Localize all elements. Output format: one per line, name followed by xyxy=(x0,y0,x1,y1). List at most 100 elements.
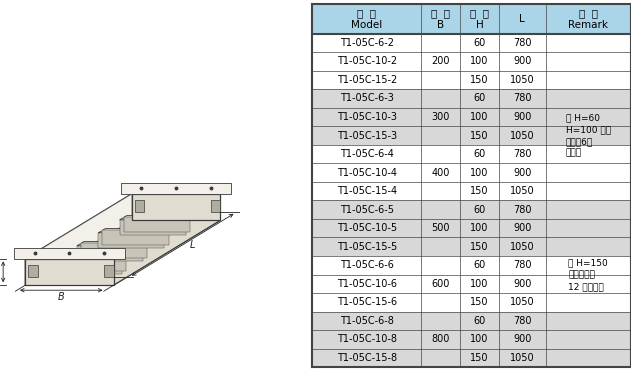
Bar xyxy=(499,70,546,89)
Text: B: B xyxy=(58,292,64,302)
Bar xyxy=(421,33,460,52)
Bar xyxy=(546,256,631,275)
Bar xyxy=(546,200,631,219)
Bar xyxy=(421,89,460,108)
Bar xyxy=(460,237,499,256)
Text: T1-05C-15-2: T1-05C-15-2 xyxy=(336,75,397,85)
Bar xyxy=(546,293,631,312)
Text: T1-05C-6-5: T1-05C-6-5 xyxy=(339,205,394,215)
Bar xyxy=(460,312,499,330)
Text: 150: 150 xyxy=(470,186,488,196)
Polygon shape xyxy=(119,220,186,234)
Bar xyxy=(460,256,499,275)
Bar xyxy=(312,126,421,145)
Bar xyxy=(460,275,499,293)
Bar xyxy=(460,108,499,126)
Bar xyxy=(421,293,460,312)
Text: 400: 400 xyxy=(432,168,450,178)
Bar xyxy=(312,312,421,330)
Bar xyxy=(546,163,631,182)
Text: 当 H=60
H=100 时，
每端呸6只
连接孔: 当 H=60 H=100 时， 每端呸6只 连接孔 xyxy=(565,113,611,158)
Text: 1050: 1050 xyxy=(510,298,534,308)
Text: 900: 900 xyxy=(513,112,531,122)
Bar xyxy=(546,312,631,330)
Bar xyxy=(312,4,421,33)
Text: 60: 60 xyxy=(473,93,486,104)
Polygon shape xyxy=(56,259,122,273)
Polygon shape xyxy=(124,216,193,217)
Polygon shape xyxy=(25,194,132,285)
Bar xyxy=(312,33,421,52)
Bar xyxy=(499,52,546,70)
Bar xyxy=(546,275,631,293)
Polygon shape xyxy=(104,265,114,277)
Bar xyxy=(546,219,631,237)
Bar xyxy=(312,70,421,89)
Bar xyxy=(460,70,499,89)
Polygon shape xyxy=(25,259,114,285)
Polygon shape xyxy=(60,256,126,271)
Text: 780: 780 xyxy=(513,93,531,104)
Text: 150: 150 xyxy=(470,353,488,363)
Bar xyxy=(312,89,421,108)
Bar xyxy=(421,145,460,163)
Polygon shape xyxy=(211,200,220,212)
Bar xyxy=(312,163,421,182)
Text: 500: 500 xyxy=(432,223,450,233)
Text: T1-05C-15-5: T1-05C-15-5 xyxy=(336,242,397,252)
Text: T1-05C-6-6: T1-05C-6-6 xyxy=(340,260,394,270)
Text: 100: 100 xyxy=(470,223,488,233)
Text: T1-05C-10-8: T1-05C-10-8 xyxy=(337,335,397,345)
Text: T1-05C-15-3: T1-05C-15-3 xyxy=(337,131,397,141)
Bar xyxy=(421,219,460,237)
Polygon shape xyxy=(98,231,167,233)
Text: 60: 60 xyxy=(473,316,486,326)
Text: Model: Model xyxy=(351,20,382,30)
Polygon shape xyxy=(81,242,150,243)
Bar xyxy=(460,89,499,108)
Bar xyxy=(312,200,421,219)
Text: T1-05C-15-6: T1-05C-15-6 xyxy=(337,298,397,308)
Bar xyxy=(499,108,546,126)
Text: H: H xyxy=(476,20,483,30)
Polygon shape xyxy=(81,243,147,258)
Polygon shape xyxy=(28,265,38,277)
Bar xyxy=(546,330,631,349)
Text: 60: 60 xyxy=(473,38,486,48)
Polygon shape xyxy=(25,220,220,285)
Bar xyxy=(546,237,631,256)
Bar xyxy=(460,182,499,200)
Bar xyxy=(421,237,460,256)
Bar xyxy=(460,293,499,312)
Bar xyxy=(421,126,460,145)
Bar xyxy=(312,182,421,200)
Bar xyxy=(546,33,631,52)
Bar xyxy=(312,256,421,275)
Text: 800: 800 xyxy=(432,335,450,345)
Text: 1050: 1050 xyxy=(510,131,534,141)
Text: 300: 300 xyxy=(432,112,450,122)
Bar xyxy=(499,330,546,349)
Bar xyxy=(499,219,546,237)
Text: 当 H=150
时，每端各
12 只连接孔: 当 H=150 时，每端各 12 只连接孔 xyxy=(569,258,608,291)
Text: 宽  度: 宽 度 xyxy=(431,8,450,18)
Text: T1-05C-15-4: T1-05C-15-4 xyxy=(337,186,397,196)
Bar xyxy=(499,237,546,256)
Text: 900: 900 xyxy=(513,223,531,233)
Polygon shape xyxy=(132,194,220,220)
Bar xyxy=(460,126,499,145)
Text: 型  号: 型 号 xyxy=(357,8,376,18)
Bar xyxy=(546,126,631,145)
Bar xyxy=(460,52,499,70)
Text: T1-05C-10-6: T1-05C-10-6 xyxy=(337,279,397,289)
Polygon shape xyxy=(119,218,189,220)
Text: T1-05C-15-8: T1-05C-15-8 xyxy=(337,353,397,363)
Polygon shape xyxy=(56,257,125,259)
Bar xyxy=(421,349,460,367)
Text: T1-05C-6-4: T1-05C-6-4 xyxy=(340,149,394,159)
Bar xyxy=(421,182,460,200)
Bar xyxy=(421,70,460,89)
Text: 900: 900 xyxy=(513,168,531,178)
Text: 100: 100 xyxy=(470,279,488,289)
Polygon shape xyxy=(121,183,231,194)
